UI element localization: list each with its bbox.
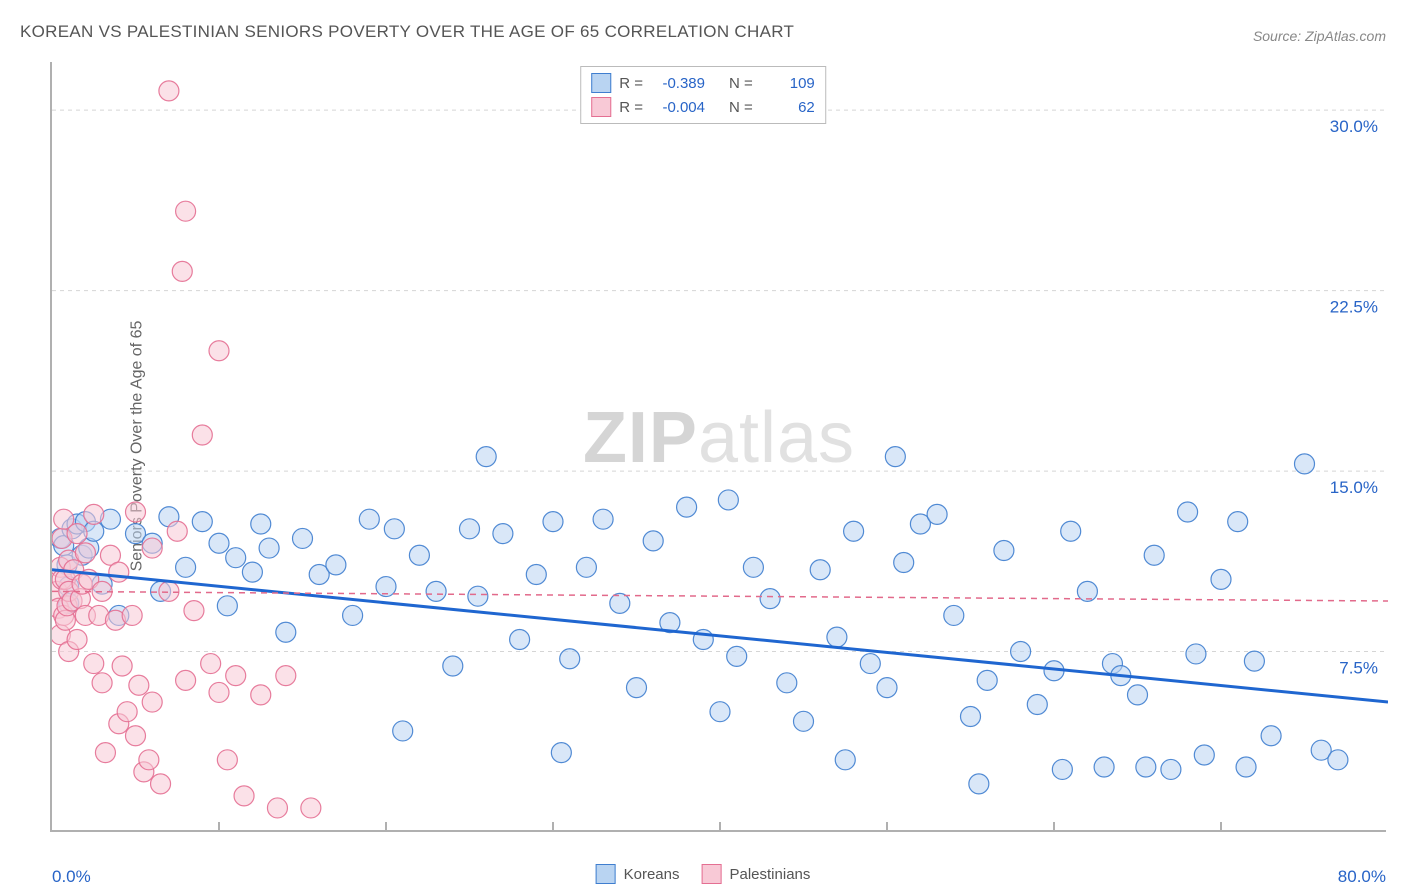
chart-title: KOREAN VS PALESTINIAN SENIORS POVERTY OV… bbox=[20, 22, 794, 42]
svg-text:7.5%: 7.5% bbox=[1339, 659, 1378, 678]
chart-container: KOREAN VS PALESTINIAN SENIORS POVERTY OV… bbox=[0, 0, 1406, 892]
svg-text:22.5%: 22.5% bbox=[1330, 298, 1378, 317]
legend-swatch-pink bbox=[591, 97, 611, 117]
svg-text:15.0%: 15.0% bbox=[1330, 478, 1378, 497]
svg-text:30.0%: 30.0% bbox=[1330, 117, 1378, 136]
correlation-row-0: R = -0.389 N = 109 bbox=[591, 71, 815, 95]
correlation-legend: R = -0.389 N = 109 R = -0.004 N = 62 bbox=[580, 66, 826, 124]
source-label: Source: ZipAtlas.com bbox=[1253, 28, 1386, 44]
legend-label-koreans: Koreans bbox=[624, 866, 680, 883]
plot-area: 7.5%15.0%22.5%30.0% ZIPatlas bbox=[50, 62, 1386, 832]
x-max-label: 80.0% bbox=[1338, 867, 1386, 887]
legend-swatch-blue bbox=[591, 73, 611, 93]
series-legend: Koreans Palestinians bbox=[596, 864, 811, 884]
legend-item-koreans: Koreans bbox=[596, 864, 680, 884]
legend-label-palestinians: Palestinians bbox=[729, 866, 810, 883]
scatter-svg: 7.5% 15.0% 22.5% 30.0% bbox=[52, 62, 1388, 832]
correlation-row-1: R = -0.004 N = 62 bbox=[591, 95, 815, 119]
legend-swatch-koreans bbox=[596, 864, 616, 884]
x-min-label: 0.0% bbox=[52, 867, 91, 887]
legend-item-palestinians: Palestinians bbox=[701, 864, 810, 884]
legend-swatch-palestinians bbox=[701, 864, 721, 884]
